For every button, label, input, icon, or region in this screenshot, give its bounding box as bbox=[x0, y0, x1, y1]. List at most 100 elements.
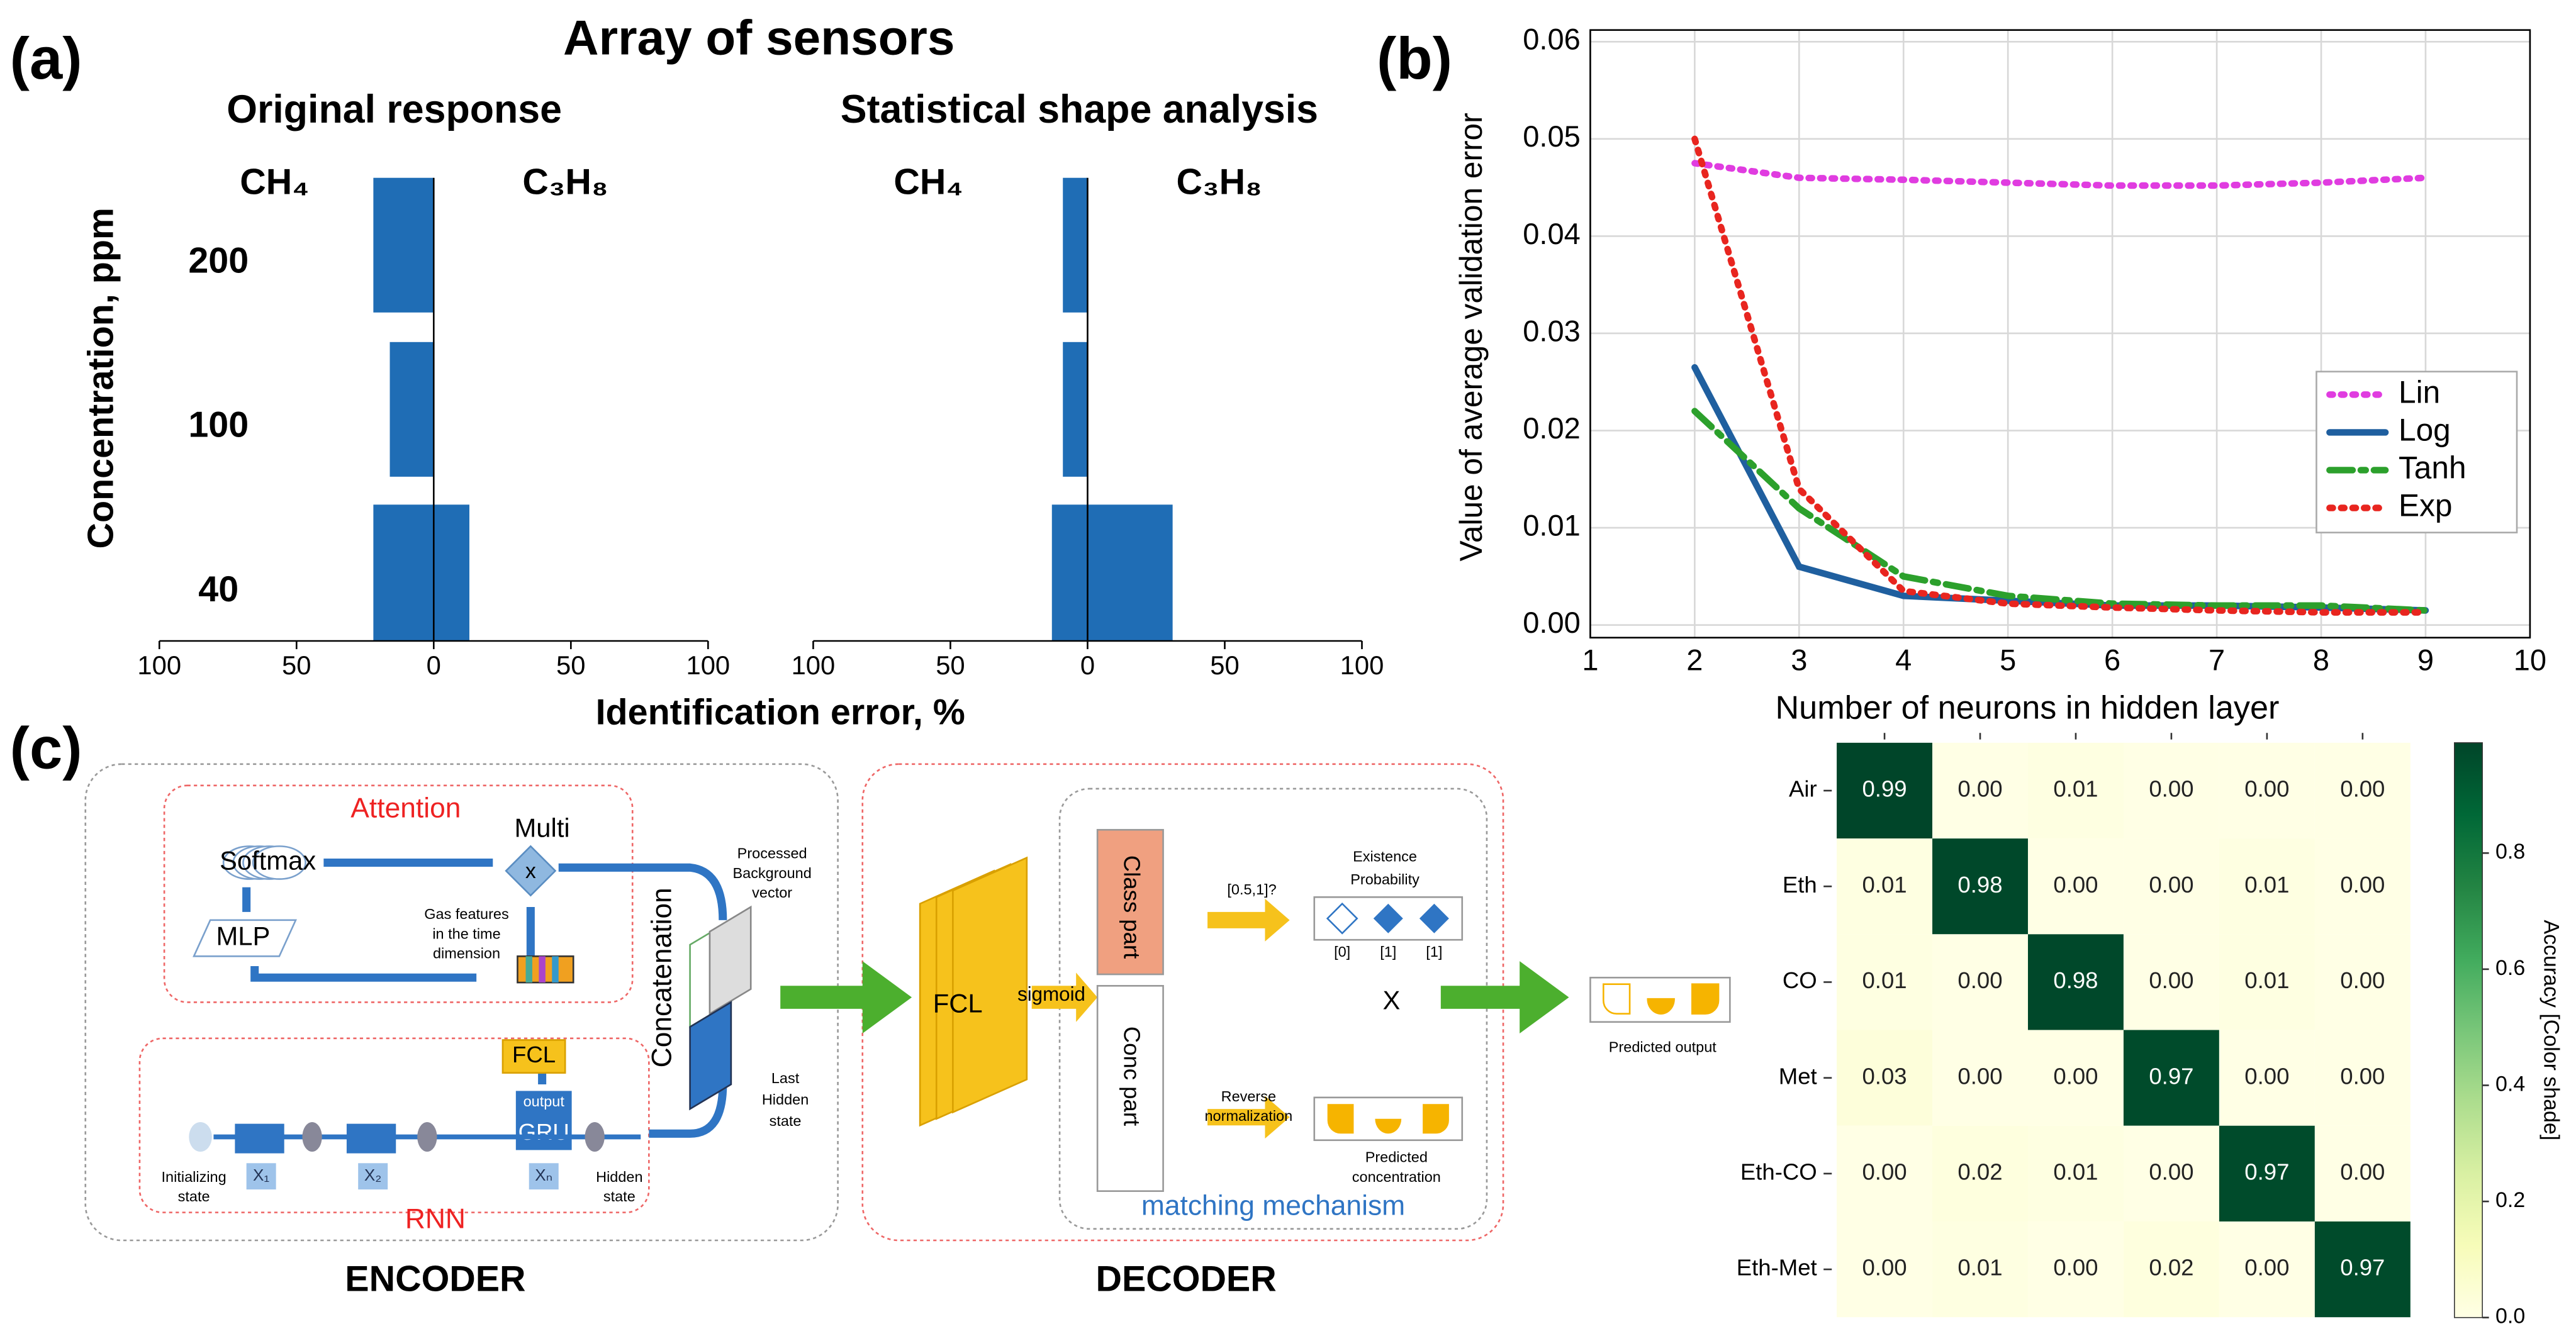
line bbox=[1691, 160, 2429, 189]
label: FCL bbox=[933, 989, 983, 1018]
arrow bbox=[780, 961, 912, 1034]
encoder-box bbox=[84, 763, 839, 1242]
vector bbox=[1313, 1096, 1464, 1142]
label: Conc part bbox=[1119, 1027, 1145, 1126]
cell-label: 0.00 bbox=[1957, 776, 2002, 802]
x-tick-label: 9 bbox=[2417, 643, 2434, 676]
cell bbox=[1932, 838, 2028, 935]
cell bbox=[1837, 1125, 1933, 1221]
label: Existence Probability bbox=[1350, 849, 1420, 888]
x-tick-label: 100 bbox=[792, 650, 836, 680]
plot-frame bbox=[1589, 29, 2531, 639]
cell-label: 0.01 bbox=[1957, 1255, 2002, 1281]
x-tick-label: 50 bbox=[1210, 650, 1239, 680]
y-tick-label: Eth bbox=[1783, 872, 1817, 898]
series-label: C₃H₈ bbox=[1177, 162, 1262, 202]
x-tick-label: 2 bbox=[1686, 643, 1703, 676]
cell bbox=[2123, 1030, 2219, 1126]
label: X₁ bbox=[253, 1166, 269, 1184]
x-tick-label: 0 bbox=[427, 650, 441, 680]
cell bbox=[2123, 934, 2219, 1030]
x-tick-label: 0 bbox=[1080, 650, 1095, 680]
cell-label: 0.00 bbox=[2244, 1063, 2289, 1089]
subtitle: Original response bbox=[227, 87, 562, 131]
label: sigmoid bbox=[1017, 983, 1085, 1005]
y-tick-label: 0.06 bbox=[1523, 23, 1580, 56]
cell bbox=[1837, 742, 1933, 839]
output-shapes bbox=[1603, 983, 1720, 1015]
line bbox=[1691, 135, 2429, 616]
x-tick-label: 1 bbox=[1582, 643, 1598, 676]
cell bbox=[2123, 1125, 2219, 1221]
cell-label: 0.00 bbox=[1862, 1159, 1907, 1185]
x-tick-label: 5 bbox=[2000, 643, 2016, 676]
cell bbox=[1837, 1030, 1933, 1126]
x-tick-label: 100 bbox=[1340, 650, 1384, 680]
cell-label: 0.97 bbox=[2340, 1255, 2385, 1281]
colorbar-tick-label: 0.4 bbox=[2495, 1072, 2525, 1096]
flags bbox=[1326, 902, 1449, 935]
cell bbox=[2027, 1125, 2124, 1221]
cell bbox=[2219, 1221, 2315, 1318]
cell-label: 0.00 bbox=[2053, 872, 2098, 898]
panel-label: (a) bbox=[10, 25, 82, 91]
label: Initializing state bbox=[162, 1169, 227, 1205]
cell bbox=[2219, 838, 2315, 935]
rnn-box bbox=[138, 1037, 650, 1213]
colorbar-tick-label: 0.2 bbox=[2495, 1188, 2525, 1212]
x-tick-label: 3 bbox=[1791, 643, 1807, 676]
legend-label: Exp bbox=[2399, 488, 2452, 523]
label: X bbox=[1383, 985, 1401, 1015]
cell bbox=[1932, 1125, 2028, 1221]
cell bbox=[2219, 742, 2315, 839]
y-tick-label: 0.02 bbox=[1523, 411, 1580, 445]
cell-label: 0.02 bbox=[1957, 1159, 2002, 1185]
y-tick-label: Met bbox=[1779, 1063, 1817, 1089]
legend-label: Log bbox=[2399, 413, 2451, 448]
fcl-stack bbox=[919, 856, 1028, 1127]
x-tick-label: 6 bbox=[2104, 643, 2120, 676]
colorbar-tick-label: 0.6 bbox=[2495, 956, 2525, 980]
colorbar-tick-label: 0.0 bbox=[2495, 1305, 2525, 1328]
cell-label: 0.00 bbox=[1957, 1063, 2002, 1089]
bar bbox=[373, 504, 434, 642]
rnn-chain bbox=[189, 1122, 641, 1190]
cell-label: 0.01 bbox=[1862, 967, 1907, 993]
label: DECODER bbox=[1096, 1259, 1277, 1299]
cell-label: 0.01 bbox=[2244, 872, 2289, 898]
label: Processed Background vector bbox=[732, 845, 811, 901]
cell-label: 0.03 bbox=[1862, 1063, 1907, 1089]
cell bbox=[1932, 742, 2028, 839]
x-tick-label: 100 bbox=[686, 650, 730, 680]
y-tick-label: Eth-CO bbox=[1740, 1159, 1817, 1185]
label: Attention bbox=[350, 793, 461, 824]
panel-label: (c) bbox=[10, 715, 82, 781]
label: MLP bbox=[216, 921, 270, 951]
cell bbox=[1837, 838, 1933, 935]
cell bbox=[2314, 838, 2411, 935]
cell bbox=[2219, 1125, 2315, 1221]
fcl-node bbox=[501, 1039, 566, 1074]
label: [0] [1] [1] bbox=[1334, 943, 1442, 960]
bar bbox=[1063, 177, 1088, 313]
cell bbox=[2027, 742, 2124, 839]
y-tick-label: 40 bbox=[198, 569, 238, 609]
x-tick-label: 7 bbox=[2209, 643, 2225, 676]
cell-label: 0.01 bbox=[1862, 872, 1907, 898]
cell-label: 0.98 bbox=[1957, 872, 2002, 898]
label: RNN bbox=[405, 1203, 466, 1234]
arrow bbox=[1207, 1096, 1290, 1139]
class-part bbox=[1096, 828, 1164, 976]
cell bbox=[2314, 1221, 2411, 1318]
bar bbox=[1063, 342, 1088, 477]
cell-label: 0.00 bbox=[1957, 967, 2002, 993]
y-tick-label: Eth-Met bbox=[1737, 1255, 1817, 1281]
cell bbox=[1837, 1221, 1933, 1318]
cell-label: 0.00 bbox=[2340, 1063, 2385, 1089]
x-tick-label: 100 bbox=[137, 650, 181, 680]
cell-label: 0.98 bbox=[2053, 967, 2098, 993]
cell bbox=[2123, 1221, 2219, 1318]
cell-label: 0.00 bbox=[2053, 1063, 2098, 1089]
subtitle: Statistical shape analysis bbox=[841, 87, 1318, 131]
cell-label: 0.00 bbox=[2053, 1255, 2098, 1281]
